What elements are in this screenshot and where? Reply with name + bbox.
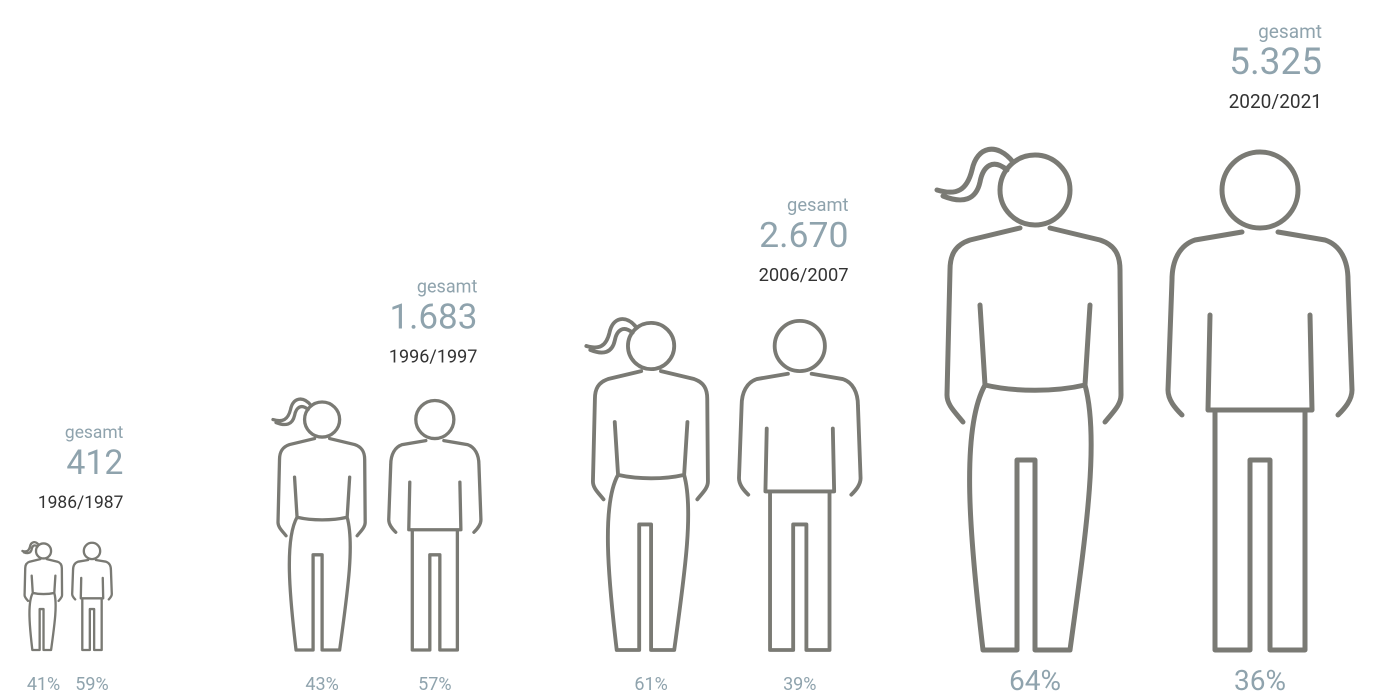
total-value: 1.683 [390, 296, 478, 337]
year-label: 1996/1997 [389, 346, 477, 367]
total-value: 2.670 [759, 214, 848, 256]
total-caption: gesamt [417, 276, 478, 297]
total-caption: gesamt [787, 195, 849, 216]
body [71, 558, 113, 652]
percent-label: 61% [634, 674, 667, 695]
total-caption: gesamt [65, 423, 124, 443]
body [387, 438, 483, 652]
percent-label: 59% [75, 674, 108, 695]
head [34, 542, 53, 560]
total-value: 5.325 [1229, 41, 1322, 84]
head [414, 398, 456, 441]
man-figure [387, 398, 483, 652]
year-label: 2006/2007 [759, 265, 849, 286]
year-label: 2020/2021 [1229, 90, 1322, 113]
head [302, 400, 342, 439]
head [1219, 149, 1301, 231]
head [82, 541, 102, 561]
percent-label: 43% [305, 674, 338, 695]
total-value: 412 [66, 444, 123, 483]
woman-figure [934, 146, 1124, 653]
body [934, 146, 1124, 653]
woman-figure [271, 397, 367, 652]
body [584, 317, 710, 652]
percent-label: 36% [1234, 664, 1286, 697]
woman-figure [584, 317, 710, 652]
percent-label: 39% [783, 674, 816, 695]
total-caption: gesamt [1258, 20, 1322, 43]
percent-label: 64% [1009, 664, 1061, 697]
percent-label: 57% [418, 674, 451, 695]
body [737, 371, 863, 652]
percent-label: 41% [27, 674, 60, 695]
body [21, 541, 64, 652]
head [626, 320, 677, 372]
head [772, 318, 827, 374]
man-figure [1165, 149, 1355, 653]
man-figure [71, 541, 113, 652]
body [1165, 229, 1355, 653]
head [997, 152, 1073, 228]
year-label: 1986/1987 [38, 493, 124, 513]
woman-figure [21, 541, 64, 652]
man-figure [737, 318, 863, 652]
body [271, 397, 367, 652]
